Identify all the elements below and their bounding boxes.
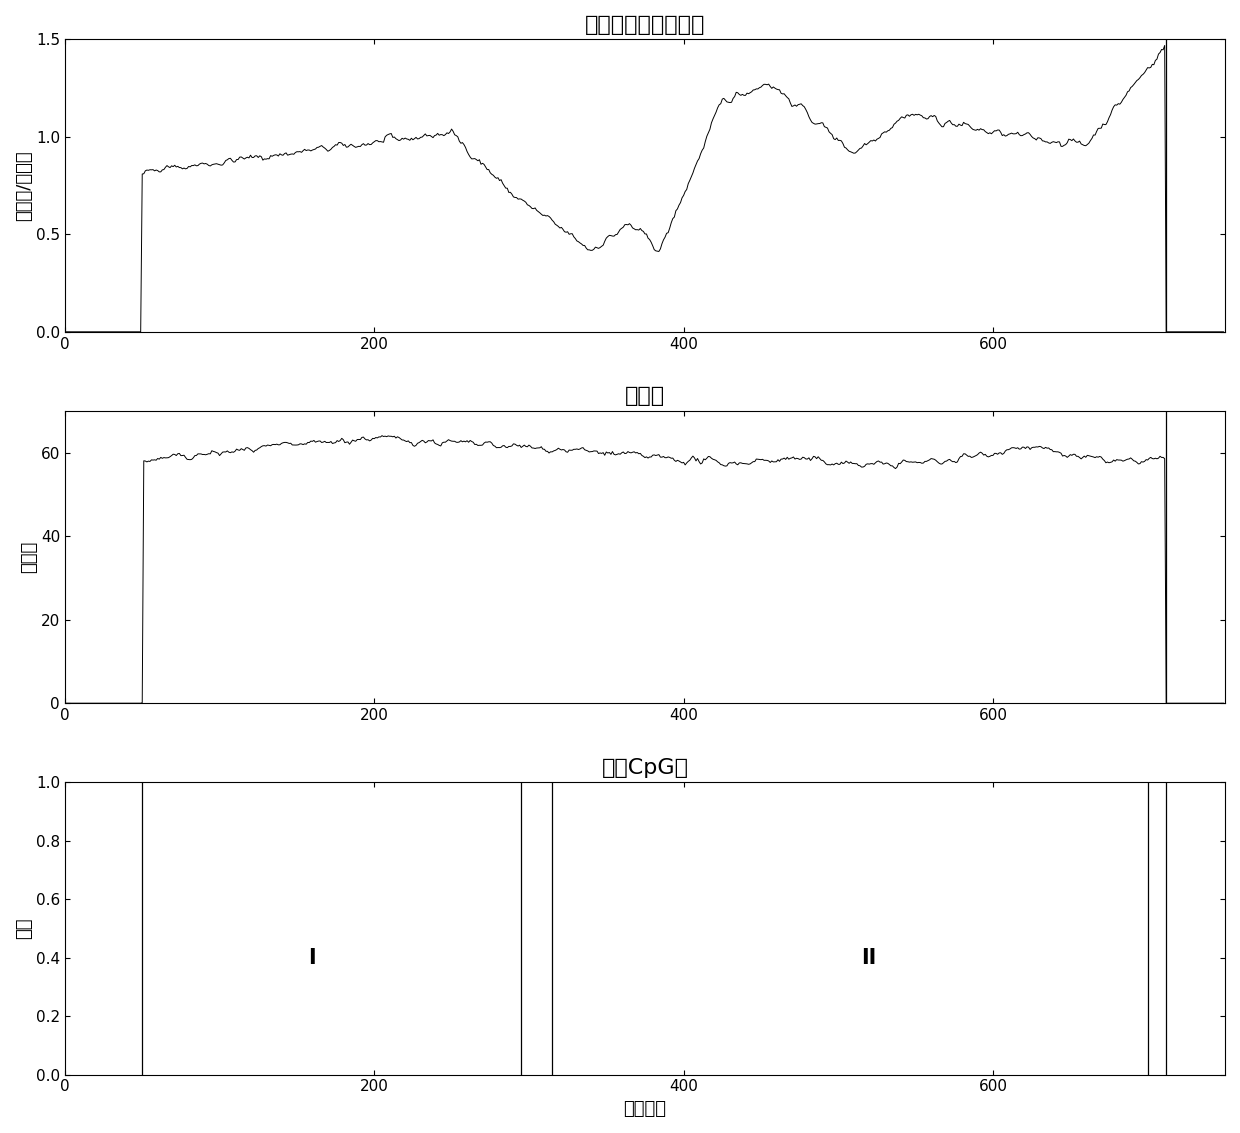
Y-axis label: 观察值/预期值: 观察值/预期值 [15, 151, 33, 221]
Title: 观察值与预期值之比: 观察值与预期值之比 [585, 15, 706, 35]
Y-axis label: 百分比: 百分比 [20, 540, 38, 573]
Text: I: I [309, 947, 316, 968]
X-axis label: 碱基数目: 碱基数目 [624, 1100, 666, 1118]
Y-axis label: 阈值: 阈值 [15, 918, 33, 939]
Text: II: II [862, 947, 877, 968]
Title: 预期CpG岛: 预期CpG岛 [601, 758, 688, 777]
Title: 百分比: 百分比 [625, 386, 665, 407]
